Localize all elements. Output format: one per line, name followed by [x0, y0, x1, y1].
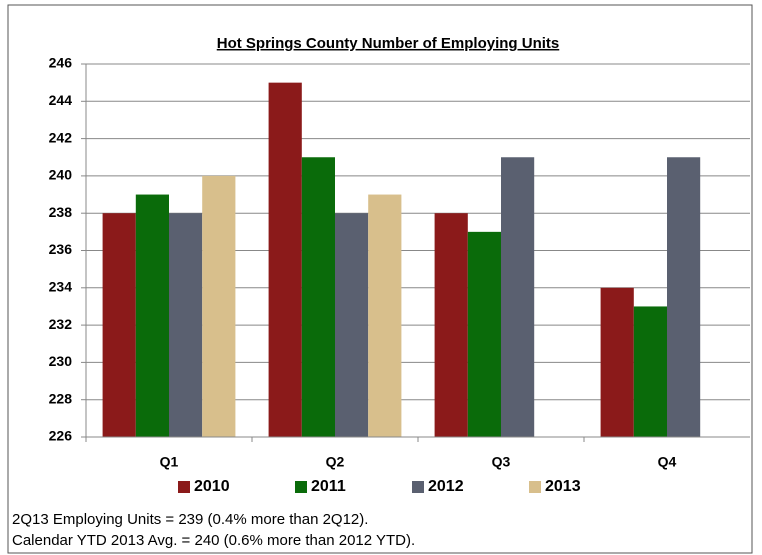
x-tick-label: Q3: [492, 454, 511, 470]
legend-label: 2013: [545, 478, 581, 495]
bar: [301, 157, 335, 437]
y-tick-label: 226: [49, 428, 73, 444]
bar: [368, 194, 402, 437]
y-tick-label: 242: [49, 129, 73, 145]
legend-swatch: [529, 481, 541, 493]
bar: [102, 213, 136, 437]
bar: [633, 306, 667, 437]
chart-title: Hot Springs County Number of Employing U…: [217, 35, 560, 52]
bar: [135, 194, 169, 437]
y-tick-label: 236: [49, 241, 73, 257]
bar: [434, 213, 468, 437]
legend-swatch: [178, 481, 190, 493]
bar: [202, 175, 236, 437]
bar: [467, 231, 501, 437]
bar: [667, 157, 701, 437]
y-tick-label: 230: [49, 353, 73, 369]
bar: [169, 213, 203, 437]
bar: [268, 82, 302, 438]
legend-label: 2011: [311, 478, 346, 495]
y-tick-label: 246: [49, 55, 73, 71]
y-tick-label: 238: [49, 204, 73, 220]
legend-swatch: [412, 481, 424, 493]
bar: [335, 213, 369, 437]
x-tick-label: Q1: [160, 454, 179, 470]
legend-label: 2010: [194, 478, 230, 495]
y-tick-label: 232: [49, 316, 73, 332]
y-tick-label: 228: [49, 390, 73, 406]
y-tick-label: 240: [49, 167, 73, 183]
x-tick-label: Q2: [326, 454, 345, 470]
y-tick-label: 234: [49, 279, 73, 295]
bar: [501, 157, 535, 437]
y-tick-label: 244: [49, 92, 73, 108]
legend-swatch: [295, 481, 307, 493]
bar: [600, 287, 634, 437]
note: 2Q13 Employing Units = 239 (0.4% more th…: [12, 511, 368, 528]
legend-label: 2012: [428, 478, 464, 495]
x-tick-label: Q4: [658, 454, 677, 470]
note: Calendar YTD 2013 Avg. = 240 (0.6% more …: [12, 532, 415, 549]
